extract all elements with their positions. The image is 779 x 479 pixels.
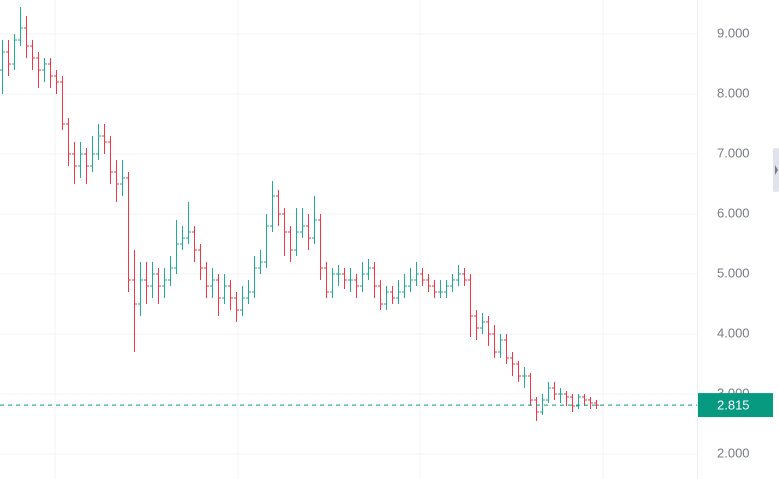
y-tick-label: 7.000 xyxy=(717,145,750,160)
last-price-box xyxy=(698,393,773,418)
last-price-label: 2.815 xyxy=(717,398,750,413)
vertical-grid xyxy=(54,0,604,479)
y-tick-label: 6.000 xyxy=(717,205,750,220)
scroll-arrow[interactable] xyxy=(775,165,778,175)
y-tick-label: 5.000 xyxy=(717,265,750,280)
y-tick-label: 8.000 xyxy=(717,85,750,100)
y-tick-label: 4.000 xyxy=(717,325,750,340)
y-tick-label: 9.000 xyxy=(717,25,750,40)
bars xyxy=(0,7,599,421)
y-tick-label: 2.000 xyxy=(717,445,750,460)
